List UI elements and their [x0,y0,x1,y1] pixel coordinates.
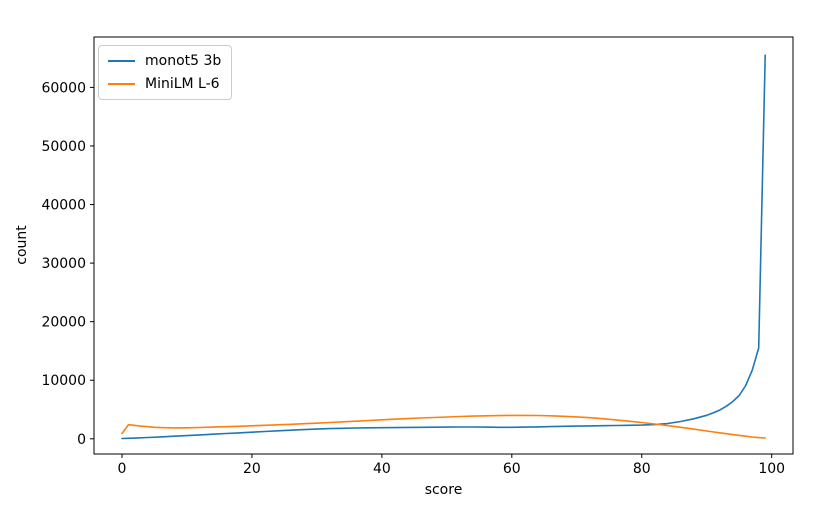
series-line-1 [121,414,767,439]
y-tick-label: 20000 [41,315,86,331]
legend: monot5 3b MiniLM L-6 [98,45,233,100]
x-tick-label: 80 [633,461,651,477]
legend-line-sample-blue [108,60,135,62]
x-tick-label: 100 [758,461,785,477]
legend-item-monot5: monot5 3b [108,53,221,69]
y-tick-label: 30000 [41,256,86,272]
y-tick-label: 10000 [41,373,86,389]
legend-item-minilm: MiniLM L-6 [108,76,221,92]
legend-label-monot5: monot5 3b [145,53,222,69]
x-tick-label: 40 [373,461,391,477]
x-tick-label: 60 [503,461,521,477]
y-tick-label: 50000 [41,139,86,155]
x-axis-label: score [424,482,463,498]
y-tick-label: 0 [77,432,86,448]
x-tick-label: 20 [243,461,261,477]
axes-frame [93,36,794,455]
y-tick-label: 60000 [41,80,86,96]
x-tick-label: 0 [118,461,127,477]
series-line-0 [121,54,767,440]
y-axis-label: count [14,225,30,265]
legend-line-sample-orange [108,83,135,85]
legend-label-minilm: MiniLM L-6 [145,76,220,92]
y-tick-label: 40000 [41,198,86,214]
